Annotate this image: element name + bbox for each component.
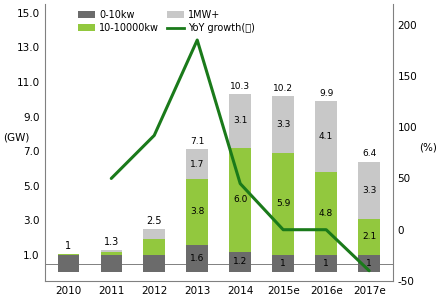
Text: 6.0: 6.0: [233, 195, 247, 204]
Text: 9.9: 9.9: [319, 89, 334, 98]
Y-axis label: (GW): (GW): [4, 133, 30, 142]
Y-axis label: (%): (%): [419, 142, 436, 153]
Text: 1.6: 1.6: [190, 254, 205, 263]
Bar: [230, 148, 251, 252]
Text: 10.3: 10.3: [230, 82, 250, 91]
Bar: [315, 101, 337, 172]
Bar: [100, 250, 122, 252]
Bar: [359, 255, 380, 272]
Bar: [143, 239, 165, 255]
Text: 4.8: 4.8: [319, 209, 333, 218]
Bar: [100, 255, 122, 272]
Text: 1: 1: [280, 259, 286, 268]
Text: 6.4: 6.4: [362, 149, 376, 158]
Text: 1: 1: [65, 241, 71, 251]
Text: 1: 1: [366, 259, 372, 268]
Bar: [187, 179, 208, 244]
Text: 1.3: 1.3: [104, 237, 119, 247]
Text: 2.5: 2.5: [147, 216, 162, 226]
Text: 3.8: 3.8: [190, 207, 205, 216]
Bar: [58, 255, 79, 272]
Bar: [315, 255, 337, 272]
Bar: [230, 94, 251, 148]
Bar: [187, 244, 208, 272]
Bar: [272, 153, 294, 255]
Text: 3.3: 3.3: [362, 186, 376, 195]
Text: 7.1: 7.1: [190, 137, 205, 146]
Text: 5.9: 5.9: [276, 200, 290, 208]
Bar: [58, 254, 79, 255]
Bar: [315, 172, 337, 255]
Text: 1: 1: [323, 259, 329, 268]
Text: 4.1: 4.1: [319, 132, 333, 141]
Text: 1.2: 1.2: [233, 257, 247, 266]
Bar: [359, 219, 380, 255]
Legend: 0-10kw, 10-10000kw, 1MW+, YoY growth(추): 0-10kw, 10-10000kw, 1MW+, YoY growth(추): [74, 6, 259, 37]
Text: 3.1: 3.1: [233, 116, 247, 125]
Bar: [230, 252, 251, 272]
Bar: [100, 252, 122, 255]
Bar: [272, 255, 294, 272]
Text: 3.3: 3.3: [276, 120, 290, 129]
Bar: [143, 229, 165, 239]
Bar: [143, 255, 165, 272]
Bar: [272, 96, 294, 153]
Text: 1.7: 1.7: [190, 160, 205, 169]
Bar: [187, 149, 208, 179]
Bar: [359, 162, 380, 219]
Text: 2.1: 2.1: [362, 232, 376, 242]
Text: 10.2: 10.2: [273, 84, 293, 93]
